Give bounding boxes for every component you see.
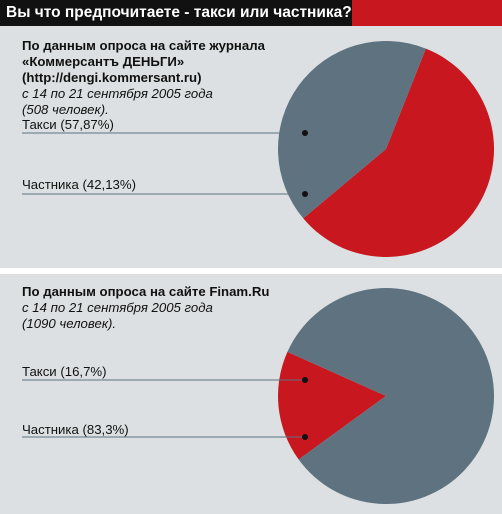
slice-label-private-1: Частника (42,13%) — [22, 177, 136, 192]
pie-chart-2 — [22, 287, 495, 504]
leader-dot — [302, 191, 308, 197]
pie-slice-private — [278, 40, 426, 219]
header-accent — [352, 0, 502, 26]
header: Вы что предпочитаете - такси или частник… — [0, 0, 502, 26]
source-line: (http://dengi.kommersant.ru) — [22, 70, 202, 85]
source-note-1: По данным опроса на сайте журнала «Комме… — [22, 38, 292, 118]
source-line: (508 человек). — [22, 102, 109, 117]
slice-label-taxi-1: Такси (57,87%) — [22, 117, 114, 132]
chart-panel-2: По данным опроса на сайте Finam.Ru с 14 … — [0, 274, 502, 514]
source-line: с 14 по 21 сентября 2005 года — [22, 86, 213, 101]
pie-slice-private — [287, 287, 495, 504]
chart-panel-1: По данным опроса на сайте журнала «Комме… — [0, 26, 502, 268]
source-line: с 14 по 21 сентября 2005 года — [22, 300, 213, 315]
panel-divider — [0, 268, 502, 274]
source-line: По данным опроса на сайте Finam.Ru — [22, 284, 270, 299]
source-note-2: По данным опроса на сайте Finam.Ru с 14 … — [22, 284, 292, 332]
slice-label-taxi-2: Такси (16,7%) — [22, 364, 107, 379]
source-line: «Коммерсантъ ДЕНЬГИ» — [22, 54, 185, 69]
pie-chart-1 — [22, 40, 495, 257]
source-line: (1090 человек). — [22, 316, 117, 331]
page-title: Вы что предпочитаете - такси или частник… — [0, 0, 352, 26]
leader-dot — [302, 434, 308, 440]
leader-dot — [302, 377, 308, 383]
leader-dot — [302, 130, 308, 136]
slice-label-private-2: Частника (83,3%) — [22, 422, 129, 437]
pie-slice-taxi — [303, 48, 495, 257]
source-line: По данным опроса на сайте журнала — [22, 38, 265, 53]
